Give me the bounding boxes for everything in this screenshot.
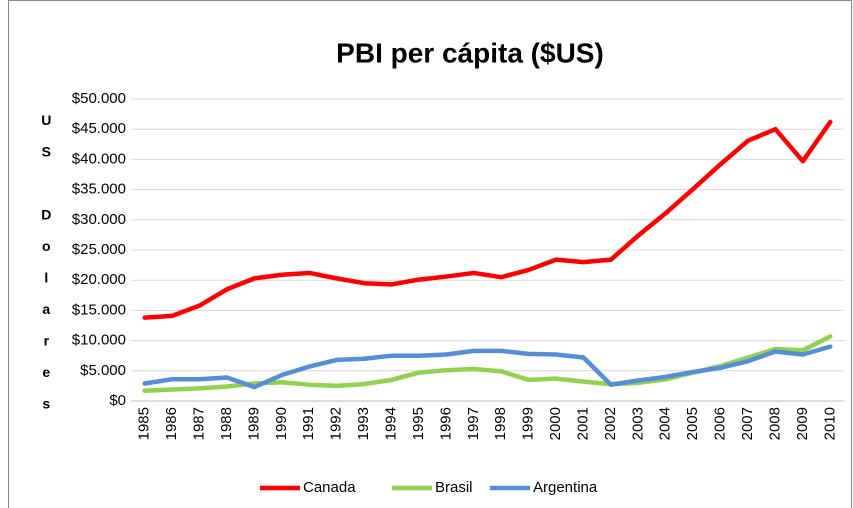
x-tick-label: 1985 — [136, 407, 153, 440]
series-line — [142, 344, 833, 390]
chart-frame — [8, 0, 852, 508]
x-tick-label: 2000 — [547, 407, 564, 440]
x-tick-label: 1997 — [465, 407, 482, 440]
x-tick-label: 2010 — [821, 407, 838, 440]
chart-title: PBI per cápita ($US) — [336, 37, 604, 68]
y-tick-label: $0 — [109, 392, 126, 409]
y-axis-label: US Dolares — [38, 112, 54, 427]
y-tick-label: $30.000 — [72, 211, 126, 228]
x-tick-label: 1986 — [163, 407, 180, 440]
y-tick-label: $20.000 — [72, 271, 126, 288]
x-tick-label: 1996 — [437, 407, 454, 440]
x-tick-label: 2006 — [712, 407, 729, 440]
x-tick-label: 2001 — [574, 407, 591, 440]
x-tick-label: 1990 — [273, 407, 290, 440]
y-tick-label: $35.000 — [72, 181, 126, 198]
y-tick-label: $15.000 — [72, 301, 126, 318]
x-tick-label: 1989 — [245, 407, 262, 440]
x-tick-label: 1988 — [218, 407, 235, 440]
x-tick-label: 2007 — [739, 407, 756, 440]
y-tick-label: $45.000 — [72, 120, 126, 137]
x-tick-label: 2004 — [657, 407, 674, 440]
x-tick-label: 2009 — [794, 407, 811, 440]
x-tick-label: 1987 — [191, 407, 208, 440]
x-tick-label: 1999 — [520, 407, 537, 440]
legend-label: Canada — [303, 479, 356, 496]
x-tick-label: 1995 — [410, 407, 427, 440]
y-tick-label: $40.000 — [72, 150, 126, 167]
y-tick-label: $50.000 — [72, 90, 126, 107]
x-tick-label: 2002 — [602, 407, 619, 440]
x-tick-label: 1993 — [355, 407, 372, 440]
x-tick-label: 2008 — [766, 407, 783, 440]
x-tick-label: 2003 — [629, 407, 646, 440]
series-line — [142, 119, 833, 320]
legend-label: Argentina — [533, 479, 598, 496]
x-tick-label: 1992 — [328, 407, 345, 440]
y-tick-label: $5.000 — [80, 362, 126, 379]
y-tick-label: $25.000 — [72, 241, 126, 258]
x-tick-label: 2005 — [684, 407, 701, 440]
y-tick-label: $10.000 — [72, 332, 126, 349]
x-tick-label: 1998 — [492, 407, 509, 440]
legend-label: Brasil — [435, 479, 473, 496]
x-tick-label: 1991 — [300, 407, 317, 440]
x-tick-label: 1994 — [382, 407, 399, 440]
